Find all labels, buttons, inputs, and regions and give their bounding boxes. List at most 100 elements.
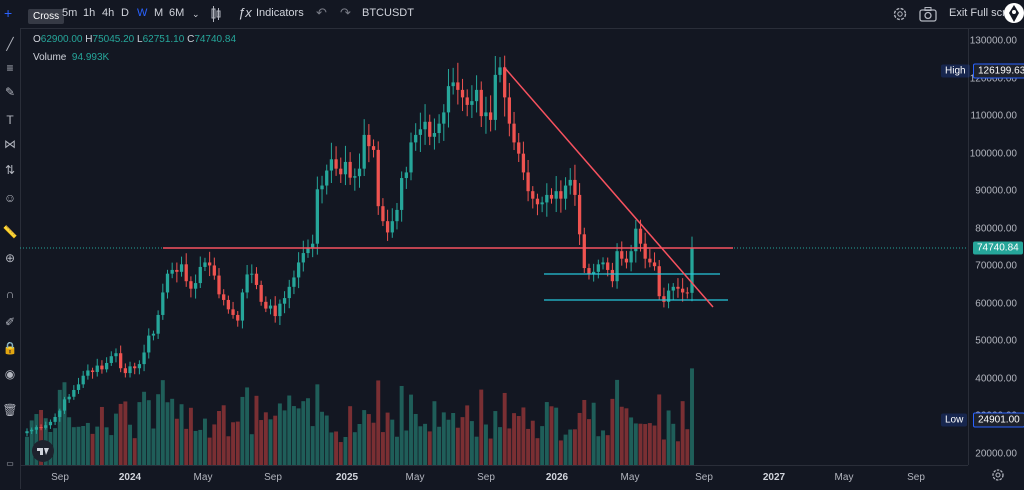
volume-bar xyxy=(399,385,404,465)
candle-body xyxy=(690,248,694,293)
candle-body xyxy=(573,179,577,195)
candle-body xyxy=(390,221,394,233)
volume-bar xyxy=(34,414,39,465)
candle-body xyxy=(357,168,362,177)
redo-icon[interactable]: ↷ xyxy=(340,5,351,20)
candle-body xyxy=(48,421,53,426)
settings-gear-icon[interactable] xyxy=(991,468,1005,482)
volume-bar xyxy=(128,424,132,465)
interval-4h[interactable]: 4h xyxy=(102,7,115,19)
downtrend-line xyxy=(503,66,714,308)
volume-bar xyxy=(629,417,634,465)
candle-body xyxy=(540,202,544,205)
pen-icon[interactable] xyxy=(1004,2,1024,26)
volume-bar xyxy=(179,404,184,465)
collapse-icon[interactable]: ▭ xyxy=(6,459,14,468)
volume-bar xyxy=(507,428,512,465)
top-toolbar: + Cross 5m 1h 4h D W M 6M ⌄ ƒx Indicator… xyxy=(0,0,1024,29)
ruler-icon[interactable]: 📏 xyxy=(2,225,18,239)
brush-icon[interactable]: ✎ xyxy=(4,85,16,99)
volume-bar xyxy=(296,408,301,465)
candle-body xyxy=(334,159,338,169)
price-tick: 120000.00 xyxy=(969,73,1017,85)
undo-icon[interactable]: ↶ xyxy=(316,5,327,20)
gear-icon[interactable] xyxy=(892,6,908,22)
time-tick: 2025 xyxy=(335,472,359,483)
lock-drawing-icon[interactable]: ✐ xyxy=(4,315,16,329)
trash-icon[interactable]: 🗑 xyxy=(2,403,18,417)
candle-body xyxy=(559,191,563,199)
volume-bar xyxy=(306,398,310,465)
interval-w[interactable]: W xyxy=(137,7,148,19)
candle-body xyxy=(587,268,591,274)
candle-body xyxy=(610,269,615,282)
candle-body xyxy=(545,194,549,203)
volume-bar xyxy=(582,399,587,465)
drawing-toolbar: ╱ ≡ ✎ T ⋈ ⇅ ☺ 📏 ⊕ ∩ ✐ 🔒 ◉ 🗑 ▭ xyxy=(0,28,21,489)
volume-bar xyxy=(493,411,498,465)
smiley-icon[interactable]: ☺ xyxy=(3,191,17,205)
magnet-icon[interactable]: ∩ xyxy=(5,287,15,301)
interval-d[interactable]: D xyxy=(121,7,129,19)
candles-icon[interactable] xyxy=(210,6,222,22)
candle-body xyxy=(371,146,376,150)
time-tick: Sep xyxy=(477,472,495,483)
price-axis[interactable]: 130000.00 120000.00 110000.00 100000.00 9000… xyxy=(941,28,1024,481)
volume-bar xyxy=(338,442,343,465)
volume-bar xyxy=(409,394,413,465)
interval-5m[interactable]: 5m xyxy=(62,7,78,19)
candle-body xyxy=(184,264,188,282)
lock-icon[interactable]: 🔒 xyxy=(2,341,18,355)
candle-body xyxy=(114,353,118,357)
volume-bar xyxy=(146,400,151,465)
volume-bar xyxy=(427,431,432,465)
indicators-button[interactable]: Indicators xyxy=(256,7,304,19)
volume-bar xyxy=(235,421,240,465)
function-icon[interactable]: ƒx xyxy=(238,5,252,20)
volume-bar xyxy=(615,379,620,465)
candle-body xyxy=(474,89,479,102)
candle-body xyxy=(624,258,629,263)
volume-bar xyxy=(277,403,282,465)
candle-body xyxy=(25,431,29,434)
candle-body xyxy=(666,290,671,302)
candle-body xyxy=(128,366,132,374)
volume-bar xyxy=(352,432,357,465)
volume-bar xyxy=(29,420,34,465)
price-chart[interactable] xyxy=(20,28,968,465)
volume-bar xyxy=(81,425,86,465)
interval-m[interactable]: M xyxy=(154,7,164,19)
volume-bar xyxy=(39,409,44,465)
time-axis[interactable]: Sep 2024 May Sep 2025 May Sep 2026 May Sep 2027 May… xyxy=(20,465,968,490)
high-label: High xyxy=(941,64,970,78)
candle-body xyxy=(329,159,334,171)
volume-bar xyxy=(610,398,615,465)
candle-body xyxy=(254,273,259,285)
zoom-in-icon[interactable]: ⊕ xyxy=(4,251,16,265)
candle-body xyxy=(231,309,235,315)
text-icon[interactable]: T xyxy=(6,113,14,127)
candle-body xyxy=(95,365,99,372)
candle-body xyxy=(432,133,437,137)
candle-body xyxy=(437,123,441,134)
exit-fullscreen-button[interactable]: Exit Full scr xyxy=(949,7,1006,19)
symbol-label[interactable]: BTCUSDT xyxy=(362,7,414,19)
crosshair-icon[interactable]: + xyxy=(4,5,13,21)
trend-line-icon[interactable]: ╱ xyxy=(6,37,14,51)
candle-body xyxy=(137,364,142,369)
chevron-down-icon[interactable]: ⌄ xyxy=(192,9,200,19)
volume-bar xyxy=(516,416,521,465)
horizontal-lines-icon[interactable]: ≡ xyxy=(6,61,14,75)
volume-bar xyxy=(446,419,451,465)
time-tick: Sep xyxy=(695,472,713,483)
eye-icon[interactable]: ◉ xyxy=(4,367,16,381)
interval-1h[interactable]: 1h xyxy=(83,7,96,19)
pattern-icon[interactable]: ⋈ xyxy=(4,137,16,151)
candle-body xyxy=(343,161,348,175)
candle-body xyxy=(151,333,156,336)
camera-icon[interactable] xyxy=(919,6,937,22)
candle-body xyxy=(353,176,357,178)
volume-bar xyxy=(671,423,676,465)
interval-6m[interactable]: 6M xyxy=(169,7,185,19)
forecast-icon[interactable]: ⇅ xyxy=(4,163,16,177)
